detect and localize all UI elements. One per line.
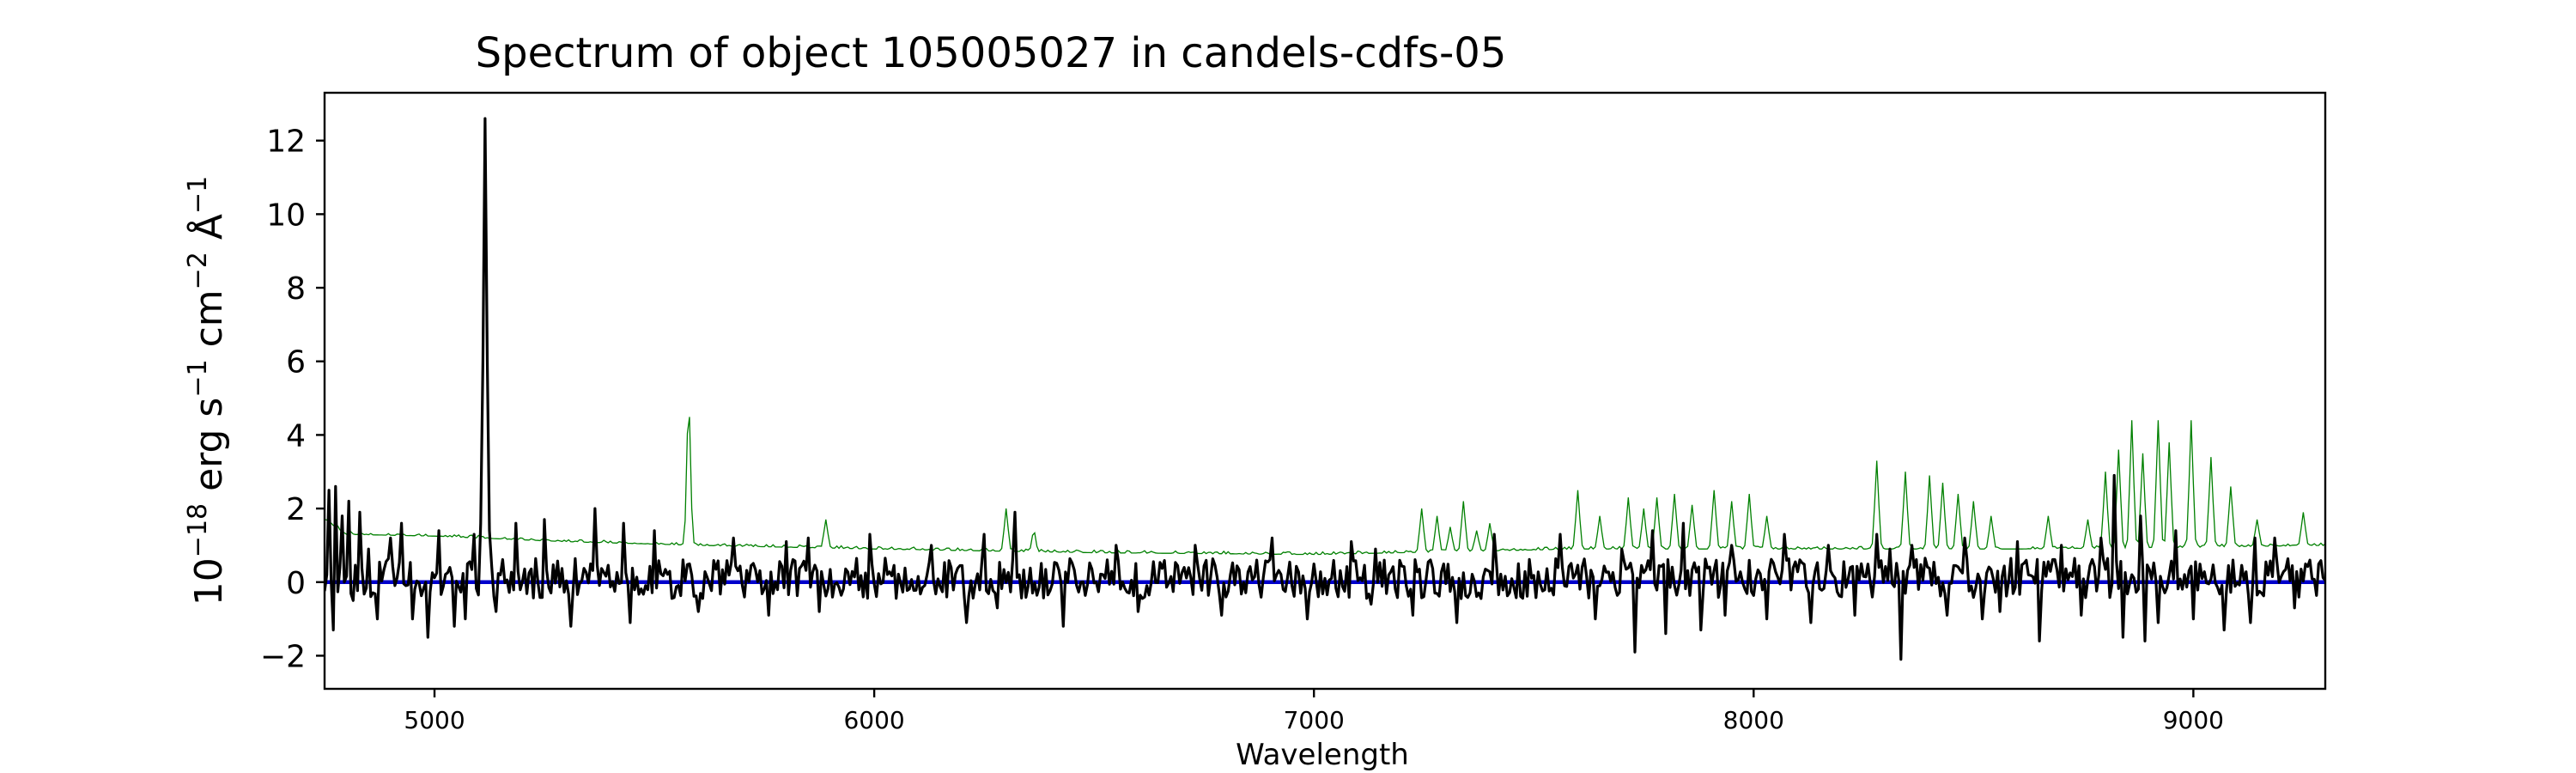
chart-title: Spectrum of object 105005027 in candels-…	[476, 29, 1507, 77]
error-spectrum-line	[325, 417, 2325, 556]
plot-frame	[323, 91, 2327, 691]
y-tick-label: 6	[286, 345, 306, 380]
y-label-prefix-exp: −18	[183, 503, 213, 557]
y-tick-label: 8	[286, 271, 306, 307]
x-tick-label: 5000	[404, 706, 465, 734]
x-tick-label: 9000	[2163, 706, 2224, 734]
y-label-cm-exp: −2	[183, 252, 213, 289]
y-axis-label: 10−18 erg s−1 cm−2 Å−1	[183, 176, 231, 606]
y-tick-label: −2	[260, 639, 306, 674]
plot-area	[323, 91, 2327, 691]
x-tick-label: 8000	[1723, 706, 1784, 734]
series-layer	[325, 117, 2325, 661]
y-tick-label: 12	[266, 125, 306, 160]
x-axis-label: Wavelength	[1236, 738, 1409, 772]
y-label-s-exp: −1	[183, 359, 213, 397]
x-axis-ticks: 5000 6000 7000 8000 9000	[404, 689, 2224, 734]
y-label-erg: erg s	[187, 398, 231, 503]
y-label-cm: cm	[187, 289, 231, 359]
y-label-ang-exp: −1	[183, 176, 213, 214]
y-tick-label: 10	[266, 198, 306, 233]
y-label-prefix: 10	[187, 557, 231, 606]
flux-spectrum-line	[325, 117, 2325, 661]
y-tick-label: 2	[286, 492, 306, 527]
y-tick-label: 0	[286, 566, 306, 601]
y-label-ang: Å	[185, 214, 231, 252]
x-tick-label: 7000	[1284, 706, 1345, 734]
x-tick-label: 6000	[843, 706, 904, 734]
y-tick-label: 4	[286, 418, 306, 453]
y-axis-ticks: −2 0 2 4 6 8 10 12	[260, 125, 325, 674]
